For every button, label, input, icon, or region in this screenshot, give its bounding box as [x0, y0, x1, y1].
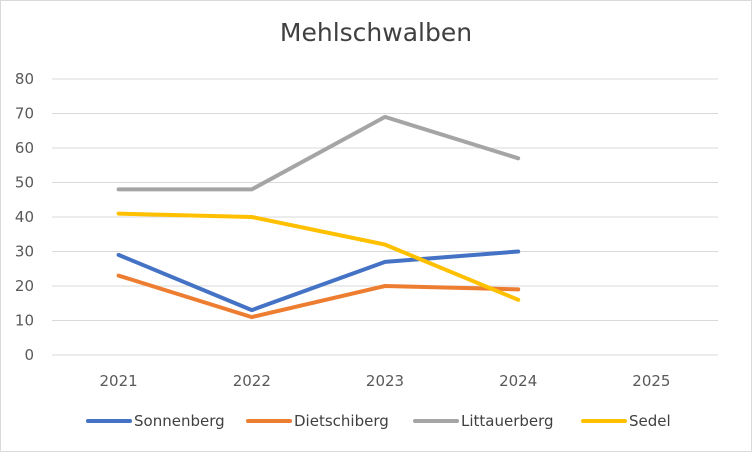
- y-tick-label: 70: [15, 105, 34, 123]
- legend: Sonnenberg Dietschiberg Littauerberg Sedel: [86, 412, 671, 430]
- y-tick-label: 60: [15, 139, 34, 157]
- series-lines: [116, 114, 521, 320]
- y-tick-label: 50: [15, 174, 34, 192]
- legend-label-littauerberg: Littauerberg: [461, 412, 554, 430]
- x-tick-label: 2022: [233, 372, 271, 390]
- x-tick-label: 2021: [100, 372, 138, 390]
- series-line-littauerberg: [116, 114, 521, 192]
- y-tick-label: 0: [24, 346, 34, 364]
- series-line-sedel: [116, 211, 521, 302]
- y-tick-label: 30: [15, 243, 34, 261]
- legend-label-sedel: Sedel: [629, 412, 671, 430]
- y-tick-label: 80: [15, 70, 34, 88]
- series-line-dietschiberg: [116, 273, 521, 320]
- x-axis-tick-labels: 2021 2022 2023 2024 2025: [100, 372, 671, 390]
- legend-label-dietschiberg: Dietschiberg: [294, 412, 389, 430]
- x-tick-label: 2024: [499, 372, 537, 390]
- chart-title: Mehlschwalben: [279, 18, 473, 47]
- gridlines: [52, 78, 718, 356]
- series-line-sonnenberg: [116, 249, 521, 313]
- y-axis-tick-labels: 0 10 20 30 40 50 60 70 80: [15, 70, 34, 364]
- y-tick-label: 10: [15, 312, 34, 330]
- legend-label-sonnenberg: Sonnenberg: [134, 412, 225, 430]
- y-tick-label: 40: [15, 208, 34, 226]
- x-tick-label: 2025: [632, 372, 670, 390]
- x-tick-label: 2023: [366, 372, 404, 390]
- y-tick-label: 20: [15, 277, 34, 295]
